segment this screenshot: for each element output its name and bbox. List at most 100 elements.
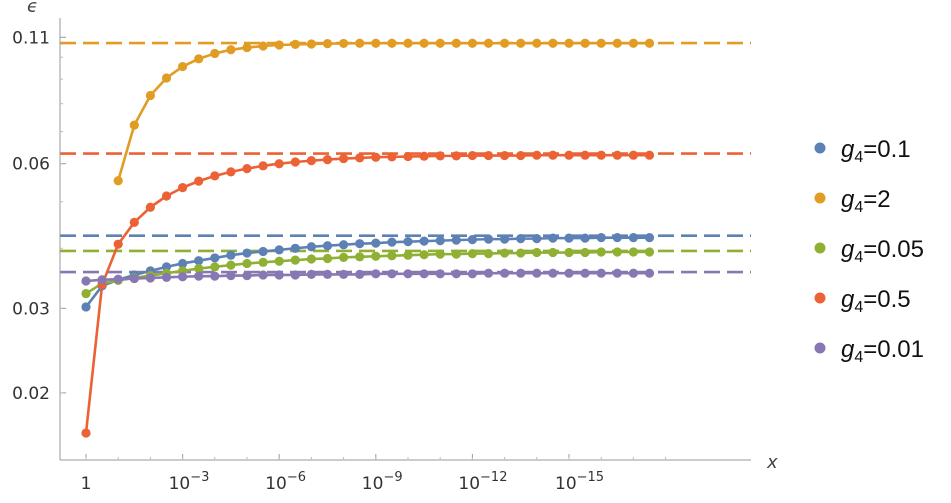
data-point: [403, 38, 413, 48]
data-point: [306, 242, 316, 252]
data-point: [548, 247, 558, 258]
data-point: [564, 38, 574, 48]
data-point: [419, 250, 429, 260]
data-point: [178, 61, 188, 72]
data-point: [371, 238, 381, 248]
legend-marker: [814, 142, 826, 154]
data-point: [322, 269, 333, 279]
data-point: [419, 269, 429, 279]
axes: ϵ x: [27, 0, 778, 473]
data-point: [258, 246, 268, 257]
data-points: [81, 38, 655, 438]
data-point: [226, 45, 236, 55]
data-point: [306, 254, 316, 264]
data-point: [226, 270, 236, 281]
data-point: [322, 241, 333, 251]
data-point: [178, 183, 188, 193]
data-point: [403, 269, 413, 279]
data-point: [612, 268, 622, 278]
series-curve: [116, 41, 650, 182]
data-point: [339, 38, 349, 49]
legend-label: g4=0.5: [841, 286, 911, 316]
data-point: [387, 251, 397, 261]
data-point: [548, 150, 558, 160]
data-point: [451, 249, 461, 259]
data-point: [451, 235, 461, 245]
data-point: [467, 38, 477, 48]
data-point: [596, 268, 606, 278]
data-point: [81, 276, 91, 286]
data-point: [355, 239, 365, 249]
data-point: [371, 269, 381, 279]
data-point: [580, 38, 590, 48]
data-point: [113, 239, 123, 249]
data-point: [500, 150, 510, 161]
y-axis-label: ϵ: [27, 0, 38, 17]
data-point: [226, 250, 236, 260]
data-point: [451, 269, 461, 279]
data-point: [194, 176, 204, 186]
data-point: [612, 150, 622, 160]
data-point: [612, 233, 622, 243]
data-point: [387, 269, 397, 279]
data-point: [532, 38, 542, 48]
data-point: [596, 38, 606, 48]
x-tick-label: 10−6: [265, 470, 306, 494]
data-point: [548, 38, 558, 48]
data-point: [274, 256, 284, 266]
data-point: [210, 262, 220, 272]
data-point: [258, 270, 268, 280]
data-point: [387, 38, 397, 48]
data-point: [113, 274, 123, 284]
data-point: [419, 151, 429, 161]
data-point: [435, 236, 445, 246]
data-point: [113, 176, 123, 186]
data-point: [145, 202, 155, 212]
data-point: [355, 252, 365, 262]
data-point: [161, 73, 172, 83]
data-point: [129, 217, 139, 227]
data-point: [290, 157, 300, 167]
data-point: [226, 167, 236, 177]
data-point: [290, 270, 300, 280]
data-point: [467, 269, 477, 279]
data-point: [274, 40, 284, 50]
data-point: [81, 428, 91, 438]
data-point: [274, 159, 284, 169]
data-point: [306, 269, 316, 279]
data-point: [274, 245, 284, 255]
data-point: [355, 153, 365, 163]
data-point: [145, 90, 155, 101]
data-point: [628, 247, 639, 257]
data-point: [258, 41, 268, 51]
data-point: [210, 271, 220, 281]
data-point: [322, 253, 333, 264]
legend-label: g4=0.05: [841, 236, 924, 266]
data-point: [628, 233, 639, 243]
data-point: [194, 54, 204, 64]
data-point: [371, 152, 381, 162]
data-point: [451, 151, 461, 161]
data-point: [129, 273, 139, 284]
data-point: [532, 247, 542, 258]
data-point: [306, 39, 316, 49]
data-point: [194, 263, 204, 274]
data-point: [161, 191, 172, 201]
data-point: [242, 258, 252, 269]
data-point: [242, 42, 252, 53]
legend-marker: [814, 292, 826, 304]
data-point: [580, 247, 590, 258]
legend-marker: [814, 342, 826, 354]
data-point: [274, 270, 284, 280]
data-point: [483, 248, 494, 259]
y-tick-label: 0.03: [12, 299, 50, 319]
data-point: [435, 249, 445, 259]
data-point: [387, 237, 397, 247]
data-point: [467, 235, 477, 245]
data-point: [210, 253, 220, 263]
data-point: [596, 233, 606, 243]
data-point: [371, 251, 381, 261]
data-point: [516, 150, 526, 161]
data-point: [371, 38, 381, 48]
legend-label: g4=0.1: [841, 136, 911, 166]
